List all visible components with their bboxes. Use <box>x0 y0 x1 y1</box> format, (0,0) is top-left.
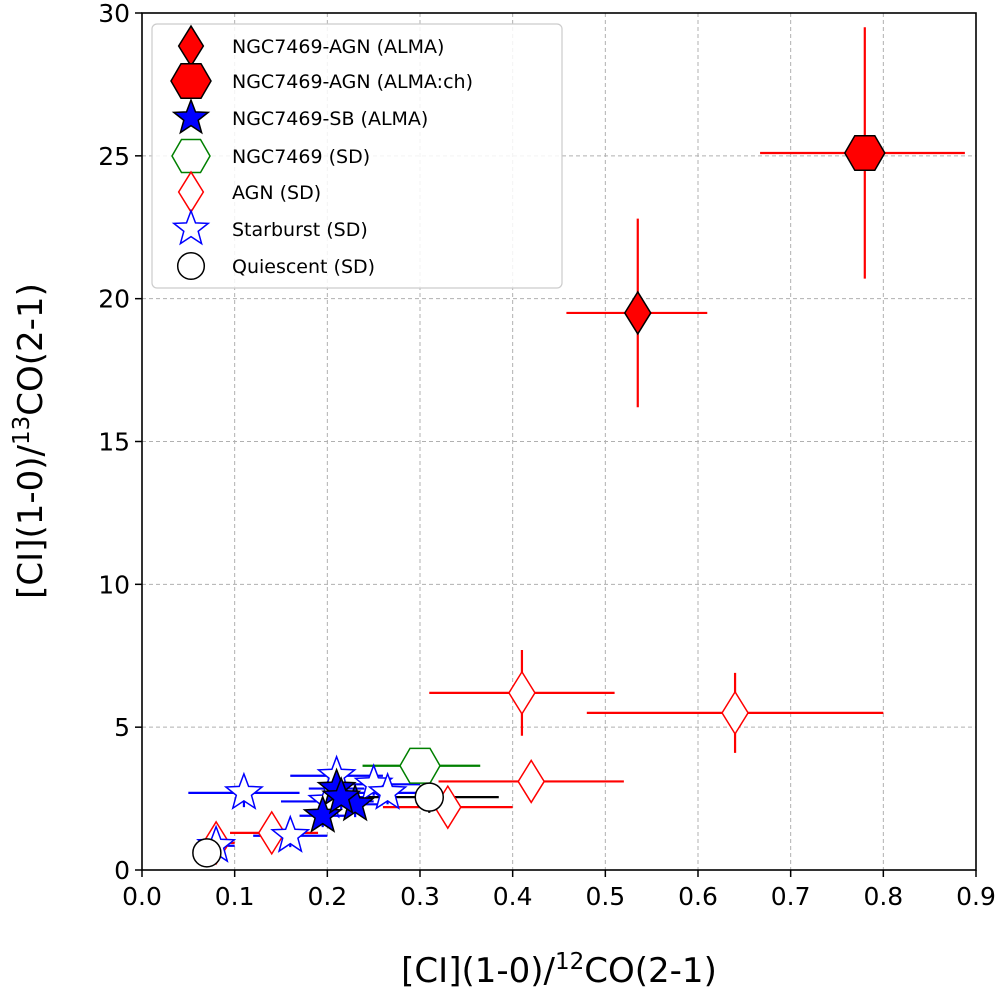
legend-label-ngc7469-sb-alma: NGC7469-SB (ALMA) <box>232 108 428 130</box>
legend-box <box>151 23 563 289</box>
data-point-ngc7469-agn-alma-ch <box>843 134 886 172</box>
data-point-ngc7469-sb-alma <box>321 776 362 815</box>
data-point-ngc7469-agn-alma <box>623 290 652 336</box>
legend-label-ngc7469-agn-alma-ch: NGC7469-AGN (ALMA:ch) <box>232 71 473 93</box>
data-point-ngc7469-sb-alma <box>302 794 343 833</box>
legend-marker-starburst-sd <box>171 208 211 246</box>
data-point-starburst-sd <box>270 814 311 853</box>
data-markers <box>192 134 886 868</box>
y-tick-label: 5 <box>114 713 130 742</box>
legend-marker-ngc7469-sb-alma <box>171 97 211 135</box>
x-tick-label: 0.4 <box>493 882 533 911</box>
x-tick-label: 0.3 <box>400 882 440 911</box>
x-tick-label: 0.6 <box>678 882 718 911</box>
axis-ticks: 0.0 0.1 0.2 0.3 0.4 0.5 0.6 0.7 0.8 0.9 0 5 10 15 20 25… <box>98 0 996 911</box>
data-point-agn-sd <box>517 759 546 804</box>
x-tick-label: 0.0 <box>122 882 162 911</box>
y-tick-label: 15 <box>98 428 130 457</box>
legend-marker-ngc7469-agn-alma-ch <box>170 62 212 100</box>
y-axis-label: [CI](1-0)/13CO(2-1) <box>9 283 51 599</box>
legend-label-ngc7469-agn-alma: NGC7469-AGN (ALMA) <box>232 36 444 58</box>
data-point-agn-sd <box>508 670 536 716</box>
y-tick-label: 10 <box>98 570 130 599</box>
data-point-ngc7469-sd <box>399 747 441 784</box>
data-point-agn-sd <box>257 810 286 856</box>
x-tick-label: 0.7 <box>771 882 811 911</box>
data-point-quiescent-sd <box>414 782 445 812</box>
y-tick-label: 20 <box>98 285 130 314</box>
legend-label-starburst-sd: Starburst (SD) <box>232 219 368 241</box>
x-axis-label: [CI](1-0)/12CO(2-1) <box>401 949 717 991</box>
x-tick-label: 0.8 <box>863 882 903 911</box>
x-tick-label: 0.5 <box>585 882 625 911</box>
data-point-starburst-sd <box>223 771 265 810</box>
data-point-starburst-sd <box>367 771 408 810</box>
y-tick-label: 0 <box>114 856 130 885</box>
legend-marker-ngc7469-sd <box>171 138 211 174</box>
legend: NGC7469-AGN (ALMA) NGC7469-AGN (ALMA:ch) N… <box>151 23 563 289</box>
legend-label-agn-sd: AGN (SD) <box>232 182 321 204</box>
data-point-quiescent-sd <box>192 838 222 868</box>
x-tick-label: 0.1 <box>215 882 255 911</box>
x-tick-label: 0.9 <box>956 882 996 911</box>
legend-marker-quiescent-sd <box>176 251 206 281</box>
x-tick-label: 0.2 <box>307 882 347 911</box>
y-tick-label: 25 <box>98 142 130 171</box>
legend-label-ngc7469-sd: NGC7469 (SD) <box>232 146 370 168</box>
y-tick-label: 30 <box>98 0 130 28</box>
data-point-agn-sd <box>721 690 749 736</box>
legend-label-quiescent-sd: Quiescent (SD) <box>232 256 375 278</box>
